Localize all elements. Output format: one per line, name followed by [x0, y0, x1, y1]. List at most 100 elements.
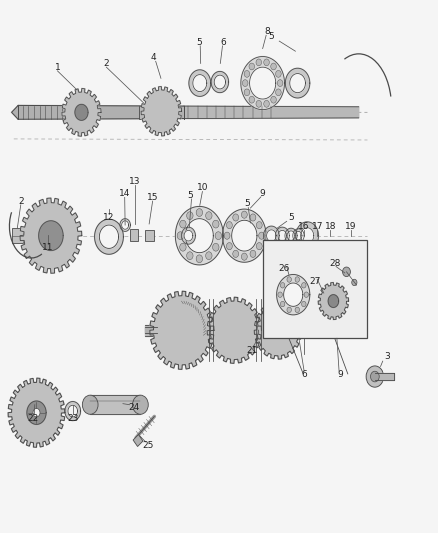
Bar [12, 228, 22, 243]
Polygon shape [223, 209, 266, 262]
Circle shape [280, 282, 285, 288]
Circle shape [212, 244, 219, 251]
Polygon shape [304, 326, 324, 335]
Polygon shape [276, 227, 289, 244]
Polygon shape [189, 70, 211, 96]
Text: 6: 6 [301, 370, 307, 379]
Circle shape [304, 292, 308, 297]
Circle shape [256, 222, 262, 229]
Circle shape [278, 292, 283, 297]
Polygon shape [181, 227, 195, 244]
Text: 25: 25 [143, 441, 154, 450]
Polygon shape [295, 231, 302, 240]
Text: 5: 5 [268, 33, 274, 42]
Text: 10: 10 [197, 183, 208, 192]
Text: 11: 11 [42, 244, 53, 253]
Text: 2: 2 [18, 197, 24, 206]
Circle shape [295, 277, 300, 282]
Text: 19: 19 [345, 222, 357, 231]
Polygon shape [254, 302, 302, 359]
Circle shape [180, 220, 186, 228]
Polygon shape [185, 219, 213, 253]
Circle shape [302, 301, 306, 307]
Polygon shape [141, 86, 182, 136]
Polygon shape [27, 401, 46, 424]
Circle shape [250, 251, 256, 257]
Polygon shape [8, 378, 65, 447]
Polygon shape [214, 75, 226, 89]
Circle shape [212, 220, 219, 228]
Polygon shape [250, 67, 276, 99]
Circle shape [249, 96, 254, 103]
Circle shape [371, 371, 379, 382]
Polygon shape [296, 222, 318, 249]
Text: 22: 22 [28, 414, 39, 423]
Polygon shape [20, 198, 82, 273]
Circle shape [242, 80, 248, 86]
Bar [133, 434, 143, 447]
Polygon shape [95, 219, 124, 254]
Polygon shape [277, 274, 310, 315]
Circle shape [196, 208, 202, 216]
Circle shape [366, 366, 384, 387]
Text: 8: 8 [264, 27, 270, 36]
Text: 6: 6 [220, 38, 226, 47]
Polygon shape [324, 328, 339, 333]
Polygon shape [18, 106, 184, 119]
Circle shape [241, 211, 247, 218]
Circle shape [233, 214, 239, 221]
Circle shape [287, 307, 291, 312]
Polygon shape [286, 68, 310, 98]
Circle shape [233, 251, 239, 257]
Bar [139, 106, 148, 119]
Text: 26: 26 [279, 264, 290, 273]
Polygon shape [75, 104, 88, 120]
Text: 9: 9 [260, 189, 265, 198]
Circle shape [215, 232, 222, 239]
Polygon shape [318, 282, 349, 320]
Text: 12: 12 [103, 213, 115, 222]
Polygon shape [150, 291, 214, 369]
Bar [145, 230, 153, 241]
Circle shape [187, 252, 193, 260]
Circle shape [277, 80, 283, 86]
Polygon shape [122, 221, 129, 229]
Circle shape [244, 70, 250, 77]
Polygon shape [267, 230, 276, 241]
Text: 21: 21 [246, 346, 258, 355]
Text: 13: 13 [129, 177, 141, 186]
Bar [263, 240, 367, 338]
Polygon shape [207, 297, 261, 364]
Text: 23: 23 [67, 414, 78, 423]
Text: 24: 24 [128, 403, 139, 412]
Circle shape [187, 212, 193, 220]
Polygon shape [145, 325, 324, 336]
Circle shape [287, 277, 291, 282]
Text: 3: 3 [384, 352, 390, 361]
Polygon shape [300, 228, 314, 244]
Circle shape [343, 267, 350, 277]
Polygon shape [375, 373, 394, 380]
Polygon shape [284, 283, 303, 306]
Circle shape [256, 100, 261, 107]
Polygon shape [293, 229, 304, 243]
Polygon shape [328, 295, 339, 308]
Circle shape [33, 408, 40, 417]
Polygon shape [211, 71, 229, 93]
Polygon shape [241, 56, 285, 110]
Circle shape [226, 243, 232, 250]
Polygon shape [184, 106, 359, 118]
Polygon shape [285, 228, 297, 243]
Circle shape [276, 70, 281, 77]
Circle shape [205, 212, 212, 220]
Polygon shape [62, 88, 101, 136]
Circle shape [276, 89, 281, 96]
Text: 18: 18 [325, 222, 336, 231]
Text: 5: 5 [188, 191, 194, 200]
Circle shape [264, 100, 269, 107]
Circle shape [295, 307, 300, 312]
Polygon shape [39, 221, 63, 251]
Polygon shape [145, 327, 157, 334]
Text: 16: 16 [298, 222, 310, 231]
Text: 9: 9 [338, 370, 343, 379]
